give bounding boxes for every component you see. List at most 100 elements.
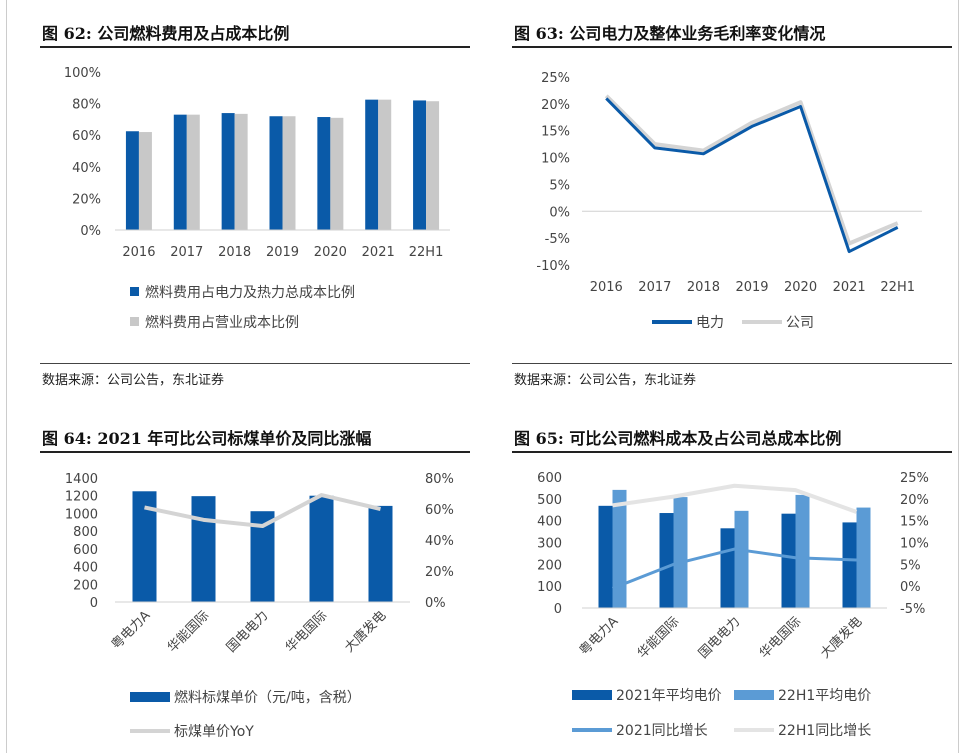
y-tick-label-left: 0 <box>90 596 98 611</box>
y-tick-label: 100% <box>64 66 101 81</box>
title-rule <box>512 451 952 453</box>
y-tick-label: 80% <box>72 98 101 113</box>
bar <box>378 99 392 231</box>
x-tick-label: 2016 <box>590 280 623 295</box>
y-tick-label-left: 500 <box>537 493 562 508</box>
x-tick-label: 华电国际 <box>757 614 804 661</box>
x-tick-label: 粤电力A <box>108 607 153 652</box>
bar <box>309 495 334 602</box>
legend-label: 标煤单价YoY <box>174 724 254 740</box>
legend-swatch <box>734 690 774 700</box>
title-rule <box>40 451 470 453</box>
y-tick-label-left: 800 <box>73 525 98 540</box>
x-tick-label: 大唐发电 <box>817 614 865 662</box>
x-tick-label: 国电电力 <box>696 614 743 661</box>
x-tick-label: 大唐发电 <box>341 608 389 656</box>
y-tick-label-right: 0% <box>425 596 446 611</box>
y-tick-label-right: 5% <box>900 558 921 573</box>
y-tick-label-left: 200 <box>73 578 98 593</box>
y-tick-label: 15% <box>541 125 570 140</box>
series-line <box>605 97 899 254</box>
x-tick-label: 2016 <box>122 245 155 260</box>
source-note: 数据来源：公司公告，东北证券 <box>514 373 697 388</box>
y-tick-label-right: 25% <box>900 471 929 486</box>
series-line <box>604 94 899 246</box>
bar <box>221 113 235 230</box>
source-note: 数据来源：公司公告，东北证券 <box>42 373 225 388</box>
bar <box>795 494 810 608</box>
legend-swatch <box>130 287 139 296</box>
figure-title: 图 65: 可比公司燃料成本及占公司总成本比例 <box>514 429 842 448</box>
y-tick-label: 0% <box>80 224 101 239</box>
y-tick-label-right: 15% <box>900 515 929 530</box>
bar <box>612 489 627 608</box>
chart-fig65: 0 100 200 300 400 500 600 -5% 0% 5% 10% 15% 20% 25% 粤电… <box>537 471 929 739</box>
bar <box>856 507 871 608</box>
bar <box>317 117 331 230</box>
y-tick-label: 20% <box>541 98 570 113</box>
y-tick-label-left: 1400 <box>65 472 98 487</box>
bar <box>673 497 688 608</box>
y-tick-label-right: 60% <box>425 503 454 518</box>
series-line <box>611 547 857 590</box>
bar <box>598 505 613 608</box>
y-tick-label-right: 20% <box>900 493 929 508</box>
y-tick-label: 60% <box>72 129 101 144</box>
bar <box>842 522 857 608</box>
legend-label: 电力 <box>696 315 724 331</box>
y-tick-label-right: 10% <box>900 537 929 552</box>
y-tick-label-left: 300 <box>537 537 562 552</box>
figure-title: 图 62: 公司燃料费用及占成本比例 <box>42 24 290 43</box>
bar <box>173 114 187 230</box>
bar <box>734 510 749 608</box>
y-tick-label: -10% <box>536 259 570 274</box>
y-tick-label: 0% <box>549 205 570 220</box>
y-tick-label-right: 40% <box>425 534 454 549</box>
x-tick-label: 2017 <box>170 245 203 260</box>
x-tick-label: 国电电力 <box>224 608 271 655</box>
x-tick-label: 2020 <box>314 245 347 260</box>
x-tick-label: 22H1 <box>880 280 915 295</box>
legend-swatch <box>130 317 139 326</box>
figure-title: 图 64: 2021 年可比公司标煤单价及同比涨幅 <box>42 429 372 448</box>
title-rule <box>512 46 952 48</box>
bar <box>234 113 248 230</box>
x-tick-label: 2021 <box>833 280 866 295</box>
y-tick-label: 40% <box>72 161 101 176</box>
legend-label: 燃料费用占营业成本比例 <box>145 314 299 331</box>
series-line <box>612 483 858 514</box>
x-tick-label: 2017 <box>638 280 671 295</box>
y-tick-label: 20% <box>72 192 101 207</box>
series-line <box>144 493 381 529</box>
legend-swatch <box>572 690 612 700</box>
chart-fig62: 0% 20% 40% 60% 80% 100% 2016 2017 2018 2019 2020 20… <box>64 66 450 331</box>
x-tick-label: 华能国际 <box>165 608 212 655</box>
legend-label: 22H1平均电价 <box>778 688 871 704</box>
y-tick-label-right: -5% <box>900 602 925 617</box>
bar <box>720 528 735 608</box>
bar <box>426 101 440 230</box>
bar <box>659 513 674 608</box>
bar <box>282 116 296 230</box>
x-tick-label: 2020 <box>784 280 817 295</box>
legend-label: 燃料费用占电力及热力总成本比例 <box>145 284 355 301</box>
y-tick-label-left: 400 <box>537 515 562 530</box>
page-left-border <box>6 0 7 753</box>
bar <box>781 513 796 608</box>
chart-fig63: -10% -5% 0% 5% 10% 15% 20% 25% 2016 2017 2018 2019 2… <box>536 71 922 331</box>
y-tick-label: 25% <box>541 71 570 86</box>
page-right-border <box>958 0 959 753</box>
x-tick-label: 2019 <box>266 245 299 260</box>
y-tick-label-left: 0 <box>554 602 562 617</box>
bar <box>413 100 427 230</box>
y-tick-label: -5% <box>545 232 570 247</box>
legend-swatch <box>130 692 170 702</box>
y-tick-label-left: 600 <box>73 543 98 558</box>
chart-fig64: 0 200 400 600 800 1000 1200 1400 0% 20% 40% 60% 80% 粤… <box>65 472 454 740</box>
bar <box>191 496 216 602</box>
x-tick-label: 2018 <box>687 280 720 295</box>
bar <box>330 117 344 230</box>
y-tick-label-left: 400 <box>73 561 98 576</box>
legend-label: 22H1同比增长 <box>778 723 871 739</box>
bar <box>368 505 393 602</box>
